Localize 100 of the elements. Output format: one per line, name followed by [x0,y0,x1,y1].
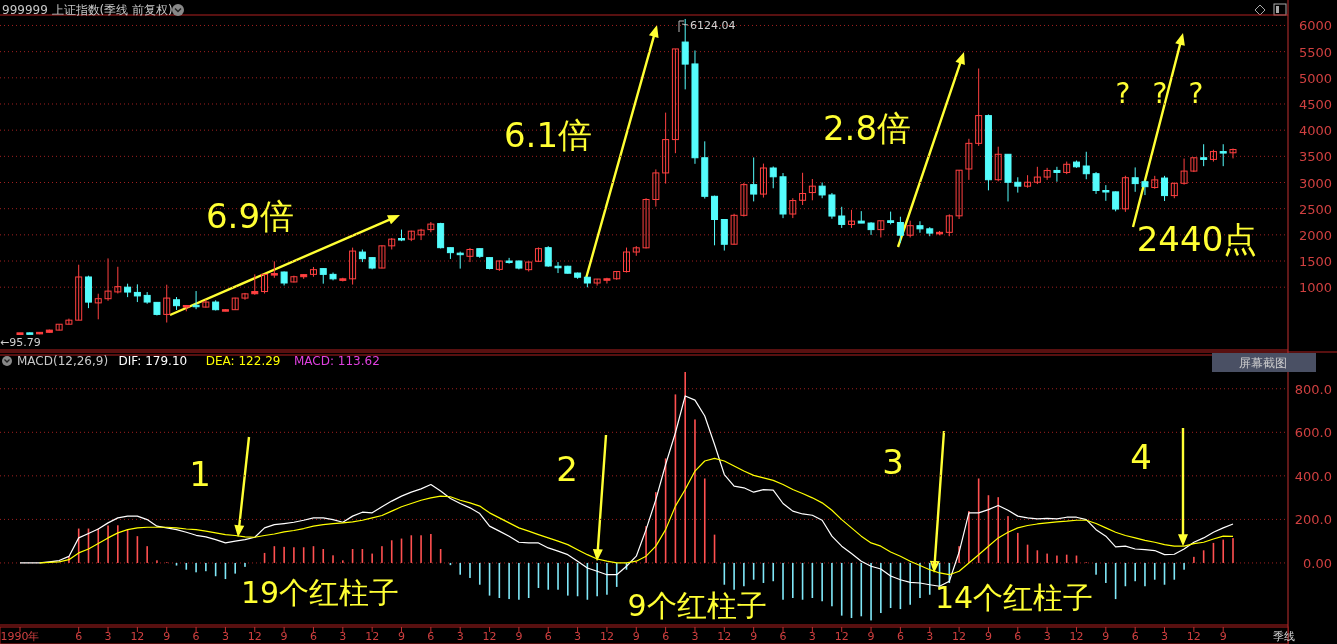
candlestick [163,284,171,324]
candlestick [1229,147,1237,159]
candlestick [378,244,386,269]
candlestick [994,146,1002,182]
candlestick [544,245,552,268]
x-tick-label: 9 [163,630,171,643]
candlestick [652,168,660,208]
x-tick-label: 9 [515,630,523,643]
x-tick-label: 6 [1014,630,1022,643]
candlestick [1200,143,1208,167]
annotation: ? [1188,77,1204,110]
y-tick-label: 2000 [1298,227,1332,243]
x-tick-label: 3 [221,630,229,643]
x-tick-label: 9 [984,630,992,643]
x-tick-label: 6 [75,630,83,643]
annotation: 6.1倍 [503,115,593,155]
candlestick [427,221,435,233]
candlestick [554,261,562,274]
x-tick-label: 9 [750,630,758,643]
candlestick [1053,166,1061,183]
x-tick-label: 12 [1186,630,1201,643]
x-tick-label: 6 [192,630,200,643]
candlestick [1141,179,1149,196]
annotation: 1 [189,454,211,494]
x-tick-label: 1990年 [0,630,40,643]
annotation: 9个红柱子 [627,588,767,623]
candlestick [1219,143,1227,167]
x-tick-label: 12 [482,630,497,643]
x-tick-label: 3 [1161,630,1169,643]
candlestick [114,266,122,294]
annotation: 3 [882,442,904,482]
candlestick [1082,151,1090,180]
x-tick-label: 3 [1043,630,1051,643]
candlestick [662,112,670,185]
annotation: ←95.79 [0,336,41,349]
x-tick-label: 3 [104,630,112,643]
candlestick [290,275,298,283]
chart-title: MACD(12,26,9) [17,354,109,368]
y-tick-label: 200.0 [1294,512,1332,528]
annotation: MACD: 113.62 [294,354,380,368]
x-tick-label: 9 [1219,630,1227,643]
annotation: ? [1115,77,1131,110]
candlestick [730,213,738,246]
candlestick [740,182,748,218]
y-tick-label: 4500 [1298,96,1332,112]
x-tick-label: 12 [365,630,380,643]
candlestick [202,299,210,309]
annotation: 14个红柱子 [934,580,1094,615]
chart-title: 999999 上证指数(季线 前复权) [2,3,173,17]
x-tick-label: 12 [599,630,614,643]
candlestick [1161,175,1169,202]
candlestick [417,228,425,241]
candlestick [251,273,259,296]
candlestick [466,247,474,263]
candlestick [241,292,249,301]
candlestick [1112,190,1120,212]
y-tick-label: 3000 [1298,175,1332,191]
y-tick-label: 600.0 [1294,425,1332,441]
candlestick [94,293,102,320]
y-tick-label: 4000 [1298,123,1332,139]
candlestick [945,213,953,237]
x-tick-label: 3 [339,630,347,643]
candlestick [192,290,200,310]
annotation: 2440点 [1136,219,1258,259]
candlestick [104,257,112,302]
candlestick [828,192,836,220]
x-tick-label: 6 [427,630,435,643]
x-tick-label: 6 [309,630,317,643]
candlestick [623,247,630,274]
candlestick [505,257,513,265]
candlestick [955,169,963,220]
candlestick [1190,157,1198,173]
candlestick [759,163,767,199]
annotation: ? [1152,77,1168,110]
candlestick [1043,167,1051,181]
x-tick-label: 6 [779,630,787,643]
y-tick-label: 2500 [1298,201,1332,217]
y-tick-label: 0.00 [1303,555,1332,571]
candlestick [75,264,83,321]
candlestick [55,323,63,331]
candlestick [1180,158,1188,186]
x-tick-label: 3 [691,630,699,643]
x-tick-label: 6 [1131,630,1139,643]
candlestick [711,195,719,246]
candlestick [603,277,611,285]
x-tick-label: 9 [867,630,875,643]
candlestick [349,247,357,286]
x-tick-label: 9 [280,630,288,643]
candlestick [789,197,797,219]
x-tick-label: 6 [896,630,904,643]
y-tick-label: 3500 [1298,149,1332,165]
x-tick-label: 12 [834,630,849,643]
candlestick [838,206,846,229]
candlestick [1131,166,1139,193]
x-tick-label: 12 [247,630,262,643]
y-tick-label: 400.0 [1294,468,1332,484]
y-tick-label: 6000 [1298,18,1332,34]
candlestick [65,318,73,325]
candlestick [799,172,807,206]
x-tick-label: 3 [574,630,582,643]
